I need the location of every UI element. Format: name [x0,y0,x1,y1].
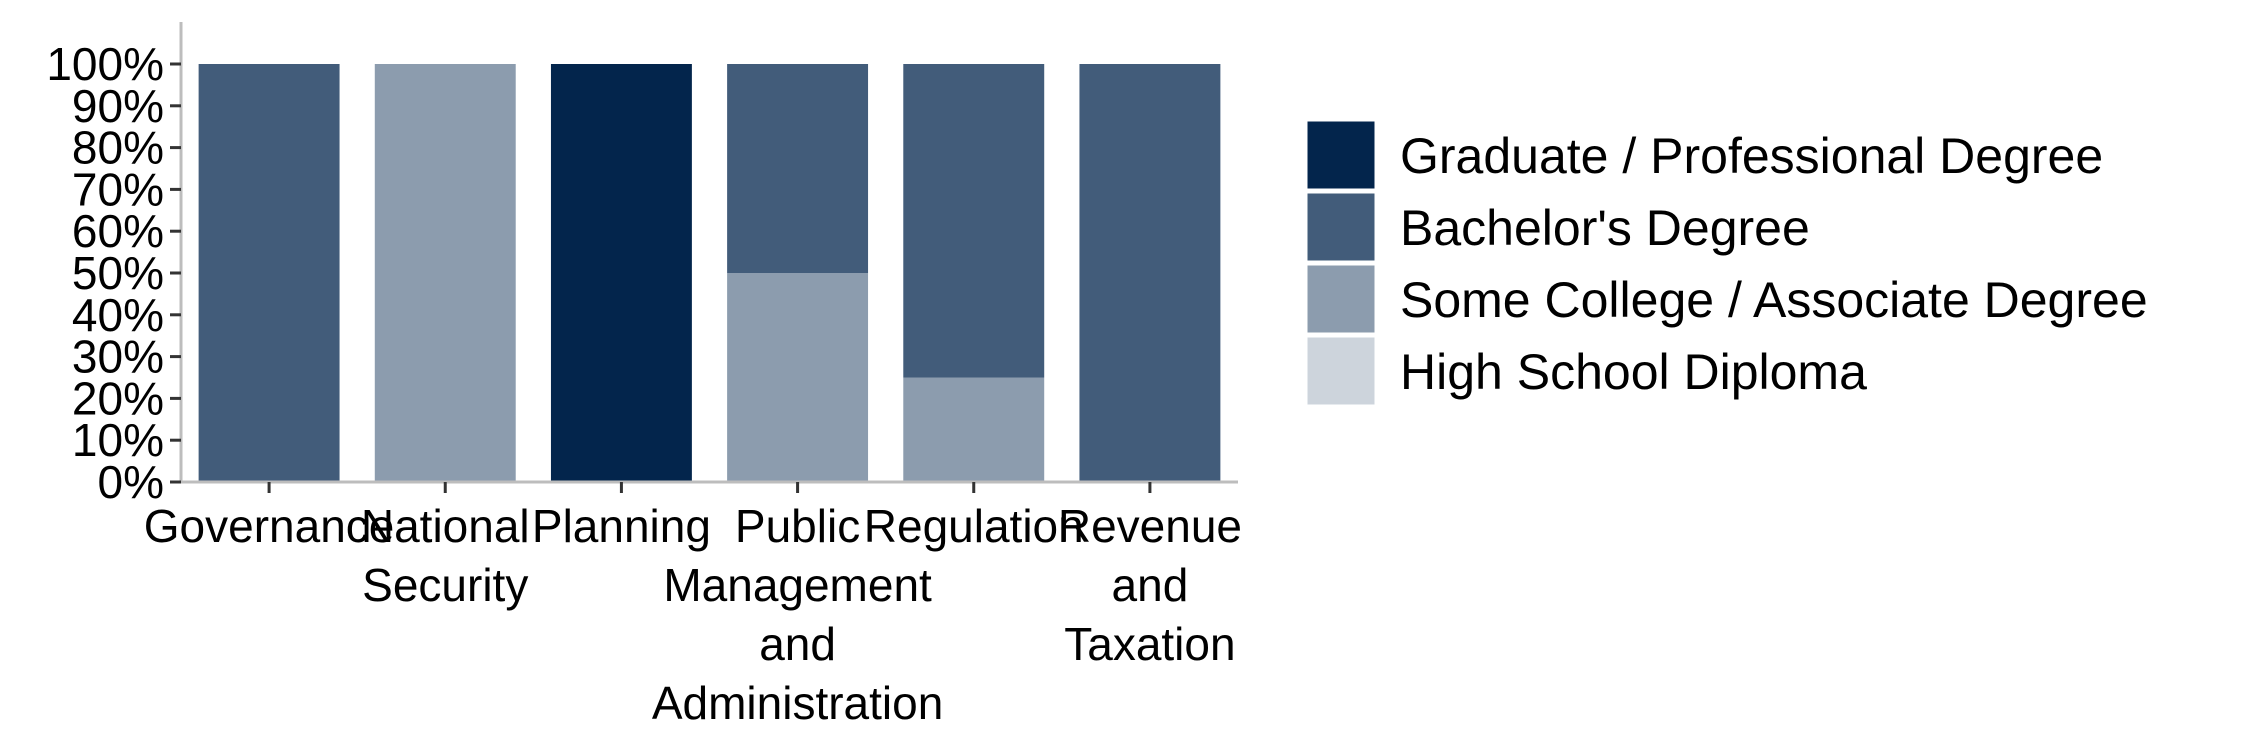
bar-national-security-2 [374,64,516,482]
bar-regulation-1 [903,64,1045,378]
x-tick-label: Public [735,500,860,552]
bar-regulation-2 [903,377,1045,482]
x-tick-label: and [1112,559,1189,611]
x-tick-label: Management [663,559,932,611]
y-tick-label: 50% [72,247,164,299]
y-tick-label: 60% [72,205,164,257]
bars-layer [198,64,1221,482]
legend-swatch [1304,262,1378,336]
y-tick-label: 80% [72,122,164,174]
y-tick-label: 10% [72,414,164,466]
y-tick-label: 90% [72,80,164,132]
legend: Graduate / Professional Degree Bachelor's… [1304,118,2148,408]
legend-label: Some College / Associate Degree [1400,272,2148,328]
x-tick-label: Taxation [1064,618,1235,670]
x-tick-label: Security [362,559,528,611]
legend-label: Graduate / Professional Degree [1400,128,2103,184]
legend-swatch [1304,334,1378,408]
y-tick-label: 70% [72,163,164,215]
y-tick-label: 0% [98,456,164,508]
x-tick-label: National [361,500,530,552]
x-tick-label: Revenue [1058,500,1242,552]
legend-label: High School Diploma [1400,344,1867,400]
x-tick-label: Administration [652,677,943,729]
x-tick-label: Planning [532,500,711,552]
bar-governance-1 [198,64,340,482]
x-tick-label: Governance [144,500,395,552]
legend-swatch [1304,118,1378,192]
bar-revenue-and-taxation-1 [1079,64,1221,482]
legend-swatch [1304,190,1378,264]
bar-public-management-and-administration-1 [727,64,869,273]
y-tick-label: 40% [72,289,164,341]
y-tick-label: 20% [72,372,164,424]
y-tick-label: 100% [46,38,164,90]
legend-label: Bachelor's Degree [1400,200,1810,256]
x-tick-label: and [759,618,836,670]
axes-layer: 0%10%20%30%40%50%60%70%80%90%100% Governa… [46,22,1242,729]
bar-public-management-and-administration-2 [727,273,869,482]
y-tick-label: 30% [72,331,164,383]
x-tick-label: Regulation [864,500,1084,552]
bar-planning-0 [550,64,692,482]
